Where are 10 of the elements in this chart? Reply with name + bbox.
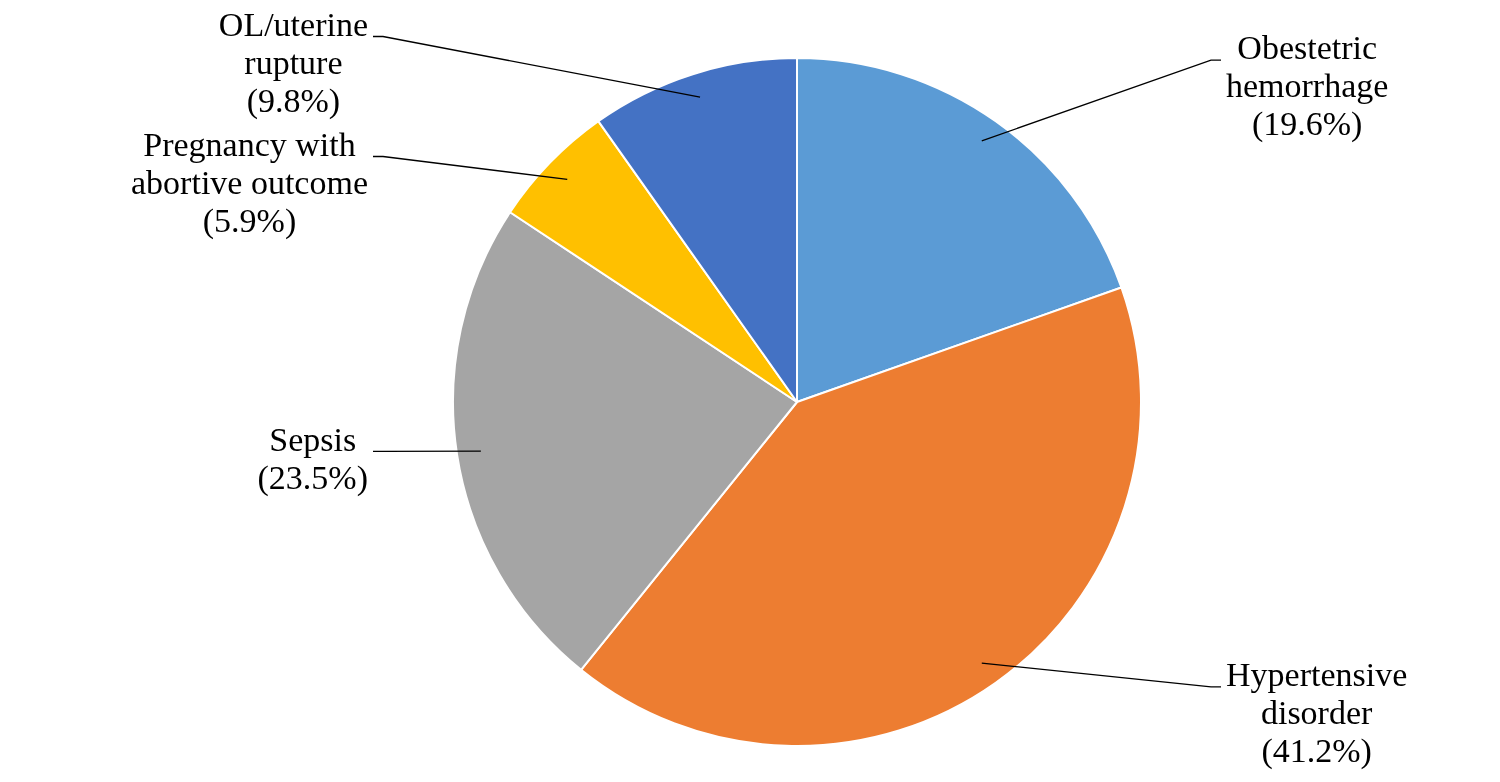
data-label: (9.8%) [246,81,341,120]
slice-label: Hypertensive disorder [1226,656,1408,732]
slice-label: Sepsis [269,420,357,458]
data-label: (5.9%) [202,201,297,240]
slice-label: Pregnancy with abortive outcome [131,125,369,201]
slice-label: Obestetric hemorrhage [1225,29,1389,105]
data-label: (41.2%) [1261,732,1372,771]
data-label: (19.6%) [1251,105,1363,144]
slice-label: OL/uterine rupture [218,5,368,81]
data-label: (23.5%) [257,458,368,497]
